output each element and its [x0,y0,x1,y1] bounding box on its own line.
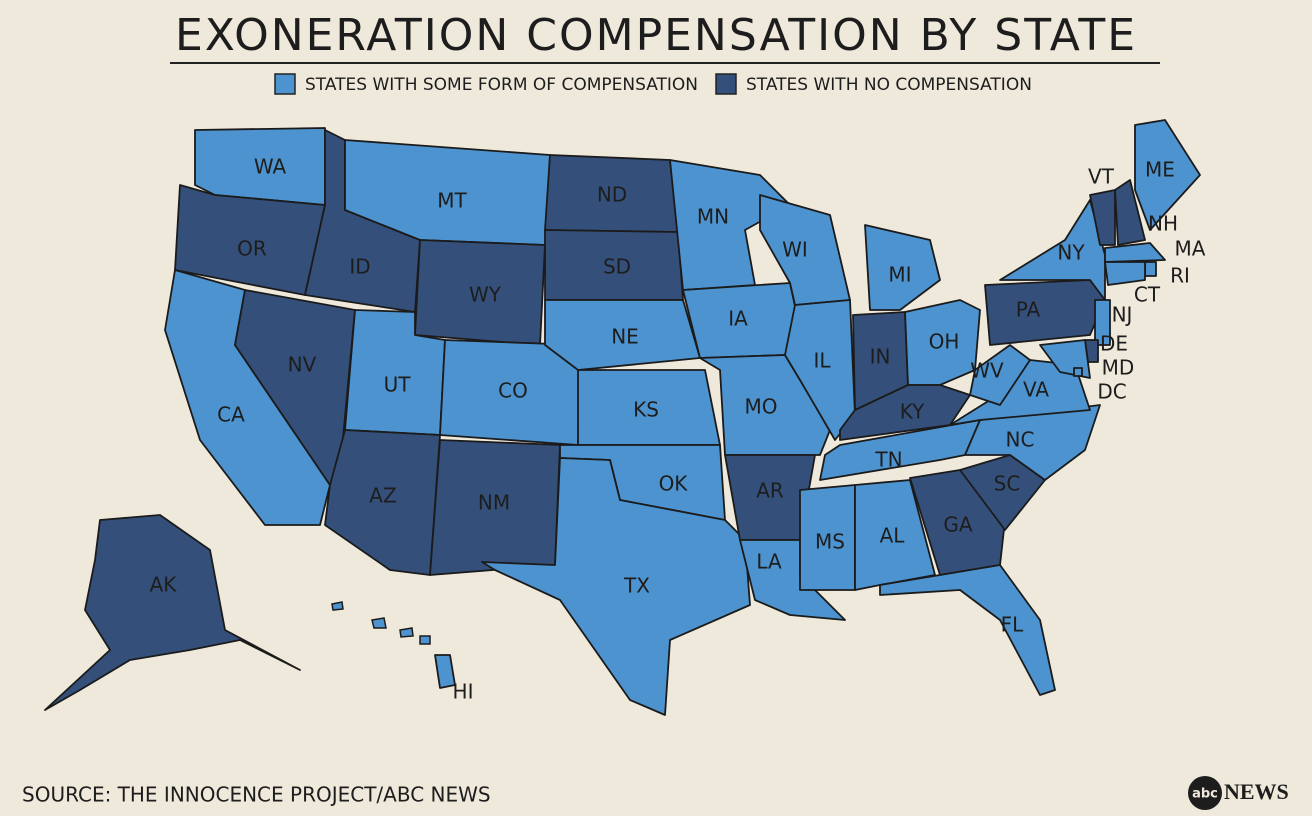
state [434,654,456,689]
state-label: VA [1023,378,1049,402]
state [984,279,1106,346]
logo-circle [1188,776,1222,810]
state [969,344,1031,406]
state-island [399,627,414,638]
state-label: CO [498,379,528,403]
state-label: NE [611,325,639,349]
state-label: ID [349,255,370,279]
state [1114,179,1146,246]
legend-label: STATES WITH NO COMPENSATION [746,75,1032,95]
state-island [371,617,387,629]
state-label: MT [437,189,467,213]
state-label: SC [994,472,1021,496]
state-label: MS [815,530,845,554]
state-island [419,635,431,645]
state [1144,261,1157,277]
state-label: WI [782,238,808,262]
state-label: IL [813,349,831,373]
state-label: ND [597,183,627,207]
state [481,457,751,716]
state [839,384,971,441]
state-label: TX [623,574,650,598]
state-label: WV [970,359,1004,383]
state-label: MN [697,205,729,229]
state-label: CA [217,403,245,427]
state-label: WA [254,155,287,179]
state-label: NM [478,491,510,515]
state-island [331,601,344,611]
state-label: HI [453,680,474,704]
state-label: GA [943,513,972,537]
state-label: MD [1102,356,1135,380]
legend-swatch [715,73,737,95]
state-label: NY [1057,241,1085,265]
state [784,299,856,441]
state-label: DC [1097,380,1126,404]
state-label: RI [1170,264,1190,288]
state-label: IA [728,307,748,331]
state-label: AK [150,573,178,597]
title: EXONERATION COMPENSATION BY STATE [175,10,1137,61]
state-label: ME [1145,158,1175,182]
state-label: FL [1001,613,1025,637]
state [544,299,701,371]
source: SOURCE: THE INNOCENCE PROJECT/ABC NEWS [22,783,491,807]
legend-label: STATES WITH SOME FORM OF COMPENSATION [305,75,698,95]
state-label: NJ [1112,303,1133,327]
state [864,224,941,311]
legend-swatch [274,73,296,95]
state [879,564,1056,696]
state [1073,367,1083,377]
state-label: OH [929,330,960,354]
state [1104,242,1166,263]
logo-text: NEWS [1224,779,1289,804]
state [1089,189,1116,246]
state-label: AL [880,524,906,548]
state-label: MO [745,395,778,419]
state-label: CT [1134,283,1161,307]
state-label: WY [469,283,502,307]
state [1094,299,1111,346]
state-label: AZ [369,484,396,508]
state-label: MA [1175,237,1206,261]
state-label: AR [756,479,784,503]
state-label: KS [633,398,659,422]
state [44,514,301,711]
state-label: OK [659,472,689,496]
state [1134,119,1201,231]
state-label: NV [288,353,317,377]
state-label: TN [874,448,902,472]
state-label: PA [1016,298,1041,322]
state-label: LA [756,550,782,574]
state-label: MI [888,263,911,287]
state-label: UT [384,373,412,397]
logo-mark: abc [1192,787,1218,802]
state-label: DE [1100,332,1128,356]
state-label: IN [870,345,891,369]
state-label: VT [1088,165,1115,189]
state [1104,261,1146,286]
state-label: KY [900,400,925,424]
state [324,429,441,576]
state-label: NH [1148,212,1178,236]
state-label: SD [603,255,631,279]
state [799,484,856,591]
state-label: NC [1006,428,1035,452]
state-label: OR [237,237,267,261]
